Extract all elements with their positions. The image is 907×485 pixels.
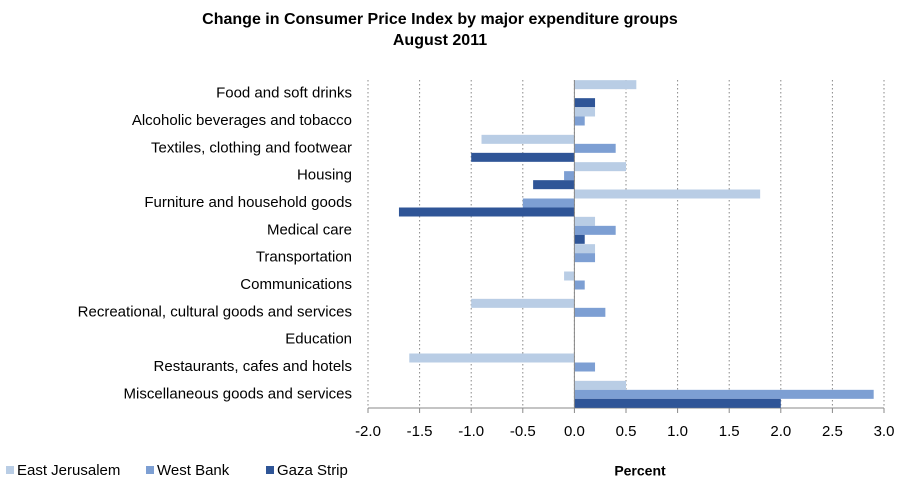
bar	[481, 134, 575, 144]
bar	[471, 152, 575, 162]
bar	[574, 398, 781, 408]
y-tick-label: Textiles, clothing and footwear	[151, 139, 352, 156]
y-tick-label: Miscellaneous goods and services	[124, 385, 352, 402]
bar	[574, 307, 606, 317]
bar	[574, 162, 626, 172]
y-tick-label: Education	[285, 331, 352, 348]
chart-subtitle: August 2011	[393, 32, 487, 49]
bar	[574, 380, 626, 390]
x-tick-label: 1.5	[719, 423, 740, 440]
x-tick-label: 0.5	[616, 423, 637, 440]
y-tick-label: Medical care	[267, 221, 352, 238]
x-tick-label: 2.0	[770, 423, 791, 440]
legend-label: East Jerusalem	[17, 462, 120, 479]
bar	[574, 98, 596, 108]
bar	[564, 271, 575, 281]
x-tick-label: 2.5	[822, 423, 843, 440]
y-tick-label: Recreational, cultural goods and service…	[78, 303, 352, 320]
x-tick-label: -0.5	[510, 423, 536, 440]
bar	[574, 225, 616, 235]
bar	[471, 298, 575, 308]
legend-swatch	[266, 466, 274, 474]
legend-swatch	[6, 466, 14, 474]
legend-label: West Bank	[157, 462, 230, 479]
bar	[398, 207, 575, 217]
bar	[574, 216, 596, 226]
x-tick-label: 3.0	[874, 423, 895, 440]
x-tick-label: 1.0	[667, 423, 688, 440]
legend-swatch	[146, 466, 154, 474]
bar	[533, 180, 575, 190]
y-tick-label: Housing	[297, 167, 352, 184]
x-tick-label: -2.0	[355, 423, 381, 440]
bar	[574, 362, 596, 372]
chart-title: Change in Consumer Price Index by major …	[202, 11, 678, 28]
bar	[574, 253, 596, 263]
legend-label: Gaza Strip	[277, 462, 348, 479]
y-tick-label: Alcoholic beverages and tobacco	[132, 112, 352, 129]
y-tick-label: Communications	[240, 276, 352, 293]
bar	[564, 171, 575, 181]
bar	[574, 107, 596, 117]
bar	[522, 198, 575, 208]
x-tick-label: -1.0	[458, 423, 484, 440]
bar	[574, 389, 874, 399]
bar	[574, 189, 761, 199]
bar	[409, 353, 575, 363]
y-tick-label: Transportation	[256, 249, 352, 266]
x-tick-label: -1.5	[407, 423, 433, 440]
x-axis-title: Percent	[614, 463, 666, 479]
bar	[574, 116, 585, 126]
y-tick-label: Restaurants, cafes and hotels	[154, 358, 352, 375]
x-tick-label: 0.0	[564, 423, 585, 440]
y-tick-label: Furniture and household goods	[144, 194, 352, 211]
bar	[574, 234, 585, 244]
bar	[574, 280, 585, 290]
bar	[574, 80, 637, 90]
bar	[574, 244, 596, 254]
y-tick-label: Food and soft drinks	[216, 85, 352, 102]
bar	[574, 143, 616, 153]
